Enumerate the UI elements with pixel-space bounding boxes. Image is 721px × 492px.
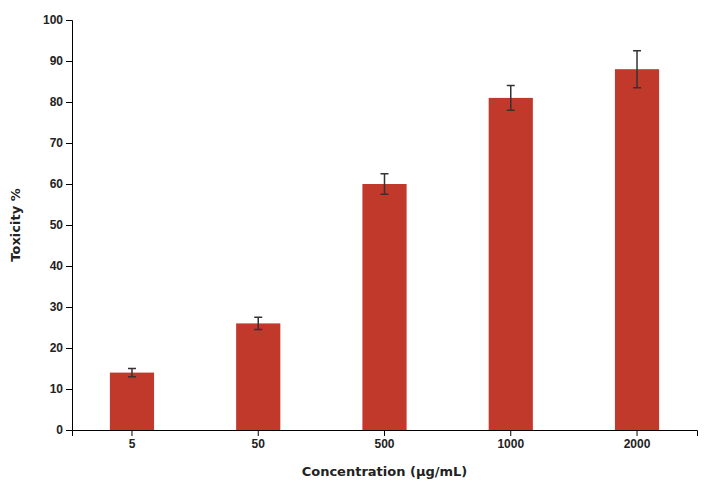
error-bar-line	[254, 317, 262, 329]
tick: 50	[252, 430, 266, 451]
bar	[362, 184, 406, 430]
tick: 500	[374, 430, 394, 451]
tick-mark	[637, 430, 638, 436]
tick-mark	[66, 389, 72, 390]
tick-label: 90	[50, 54, 64, 68]
tick-label: 30	[50, 300, 64, 314]
error-bar-line	[128, 369, 136, 377]
tick: 60	[50, 177, 72, 191]
tick: 100	[43, 13, 72, 27]
marks	[110, 51, 659, 430]
tick-label: 1000	[497, 437, 524, 451]
chart: 0 10 20 30 40 50 60 70 80 90 100 5 50 500 1000 2000 Conc…	[0, 0, 721, 492]
tick-mark	[66, 102, 72, 103]
tick-label: 20	[50, 341, 64, 355]
tick-label: 60	[50, 177, 64, 191]
bar	[615, 69, 659, 430]
tick: 70	[50, 136, 72, 150]
tick-mark	[131, 430, 132, 436]
tick: 0	[56, 423, 72, 437]
tick-label: 100	[43, 13, 63, 27]
x-axis-title: Concentration (μg/mL)	[302, 464, 468, 479]
error-bar	[128, 369, 136, 377]
error-bar-line	[633, 51, 641, 88]
tick: 20	[50, 341, 72, 355]
y-axis: 0 10 20 30 40 50 60 70 80 90 100	[43, 13, 73, 437]
error-bar-line	[507, 86, 515, 111]
tick: 30	[50, 300, 72, 314]
tick-label: 50	[252, 437, 266, 451]
error-bar	[381, 174, 389, 195]
tick-mark	[66, 307, 72, 308]
tick-mark	[66, 61, 72, 62]
tick-mark	[66, 225, 72, 226]
tick-mark	[66, 143, 72, 144]
tick-mark	[66, 430, 72, 431]
tick-mark	[258, 430, 259, 436]
tick: 40	[50, 259, 72, 273]
y-axis-title: Toxicity %	[8, 188, 23, 261]
tick-mark	[66, 20, 72, 21]
tick-mark	[510, 430, 511, 436]
tick: 90	[50, 54, 72, 68]
tick-label: 5	[129, 437, 136, 451]
axis-line	[66, 21, 73, 431]
tick-label: 80	[50, 95, 64, 109]
tick-label: 70	[50, 136, 64, 150]
plot: 0 10 20 30 40 50 60 70 80 90 100 5 50 500 1000 2000	[43, 13, 698, 450]
tick-label: 500	[374, 437, 394, 451]
tick: 1000	[497, 430, 524, 451]
tick-label: 2000	[624, 437, 651, 451]
error-bar-line	[381, 174, 389, 195]
tick-label: 10	[50, 382, 64, 396]
tick-label: 0	[56, 423, 63, 437]
tick: 80	[50, 95, 72, 109]
tick: 50	[50, 218, 72, 232]
tick: 10	[50, 382, 72, 396]
tick-mark	[66, 184, 72, 185]
error-bar	[254, 317, 262, 329]
x-axis: 5 50 500 1000 2000	[73, 430, 698, 451]
bar	[236, 323, 280, 430]
tick-mark	[66, 266, 72, 267]
tick-mark	[66, 348, 72, 349]
bar	[110, 373, 154, 430]
bar	[489, 98, 533, 430]
tick: 2000	[624, 430, 651, 451]
tick-label: 50	[50, 218, 64, 232]
tick-label: 40	[50, 259, 64, 273]
error-bar	[507, 86, 515, 111]
axis-line	[73, 431, 698, 437]
tick: 5	[129, 430, 136, 451]
error-bar	[633, 51, 641, 88]
tick-mark	[384, 430, 385, 436]
